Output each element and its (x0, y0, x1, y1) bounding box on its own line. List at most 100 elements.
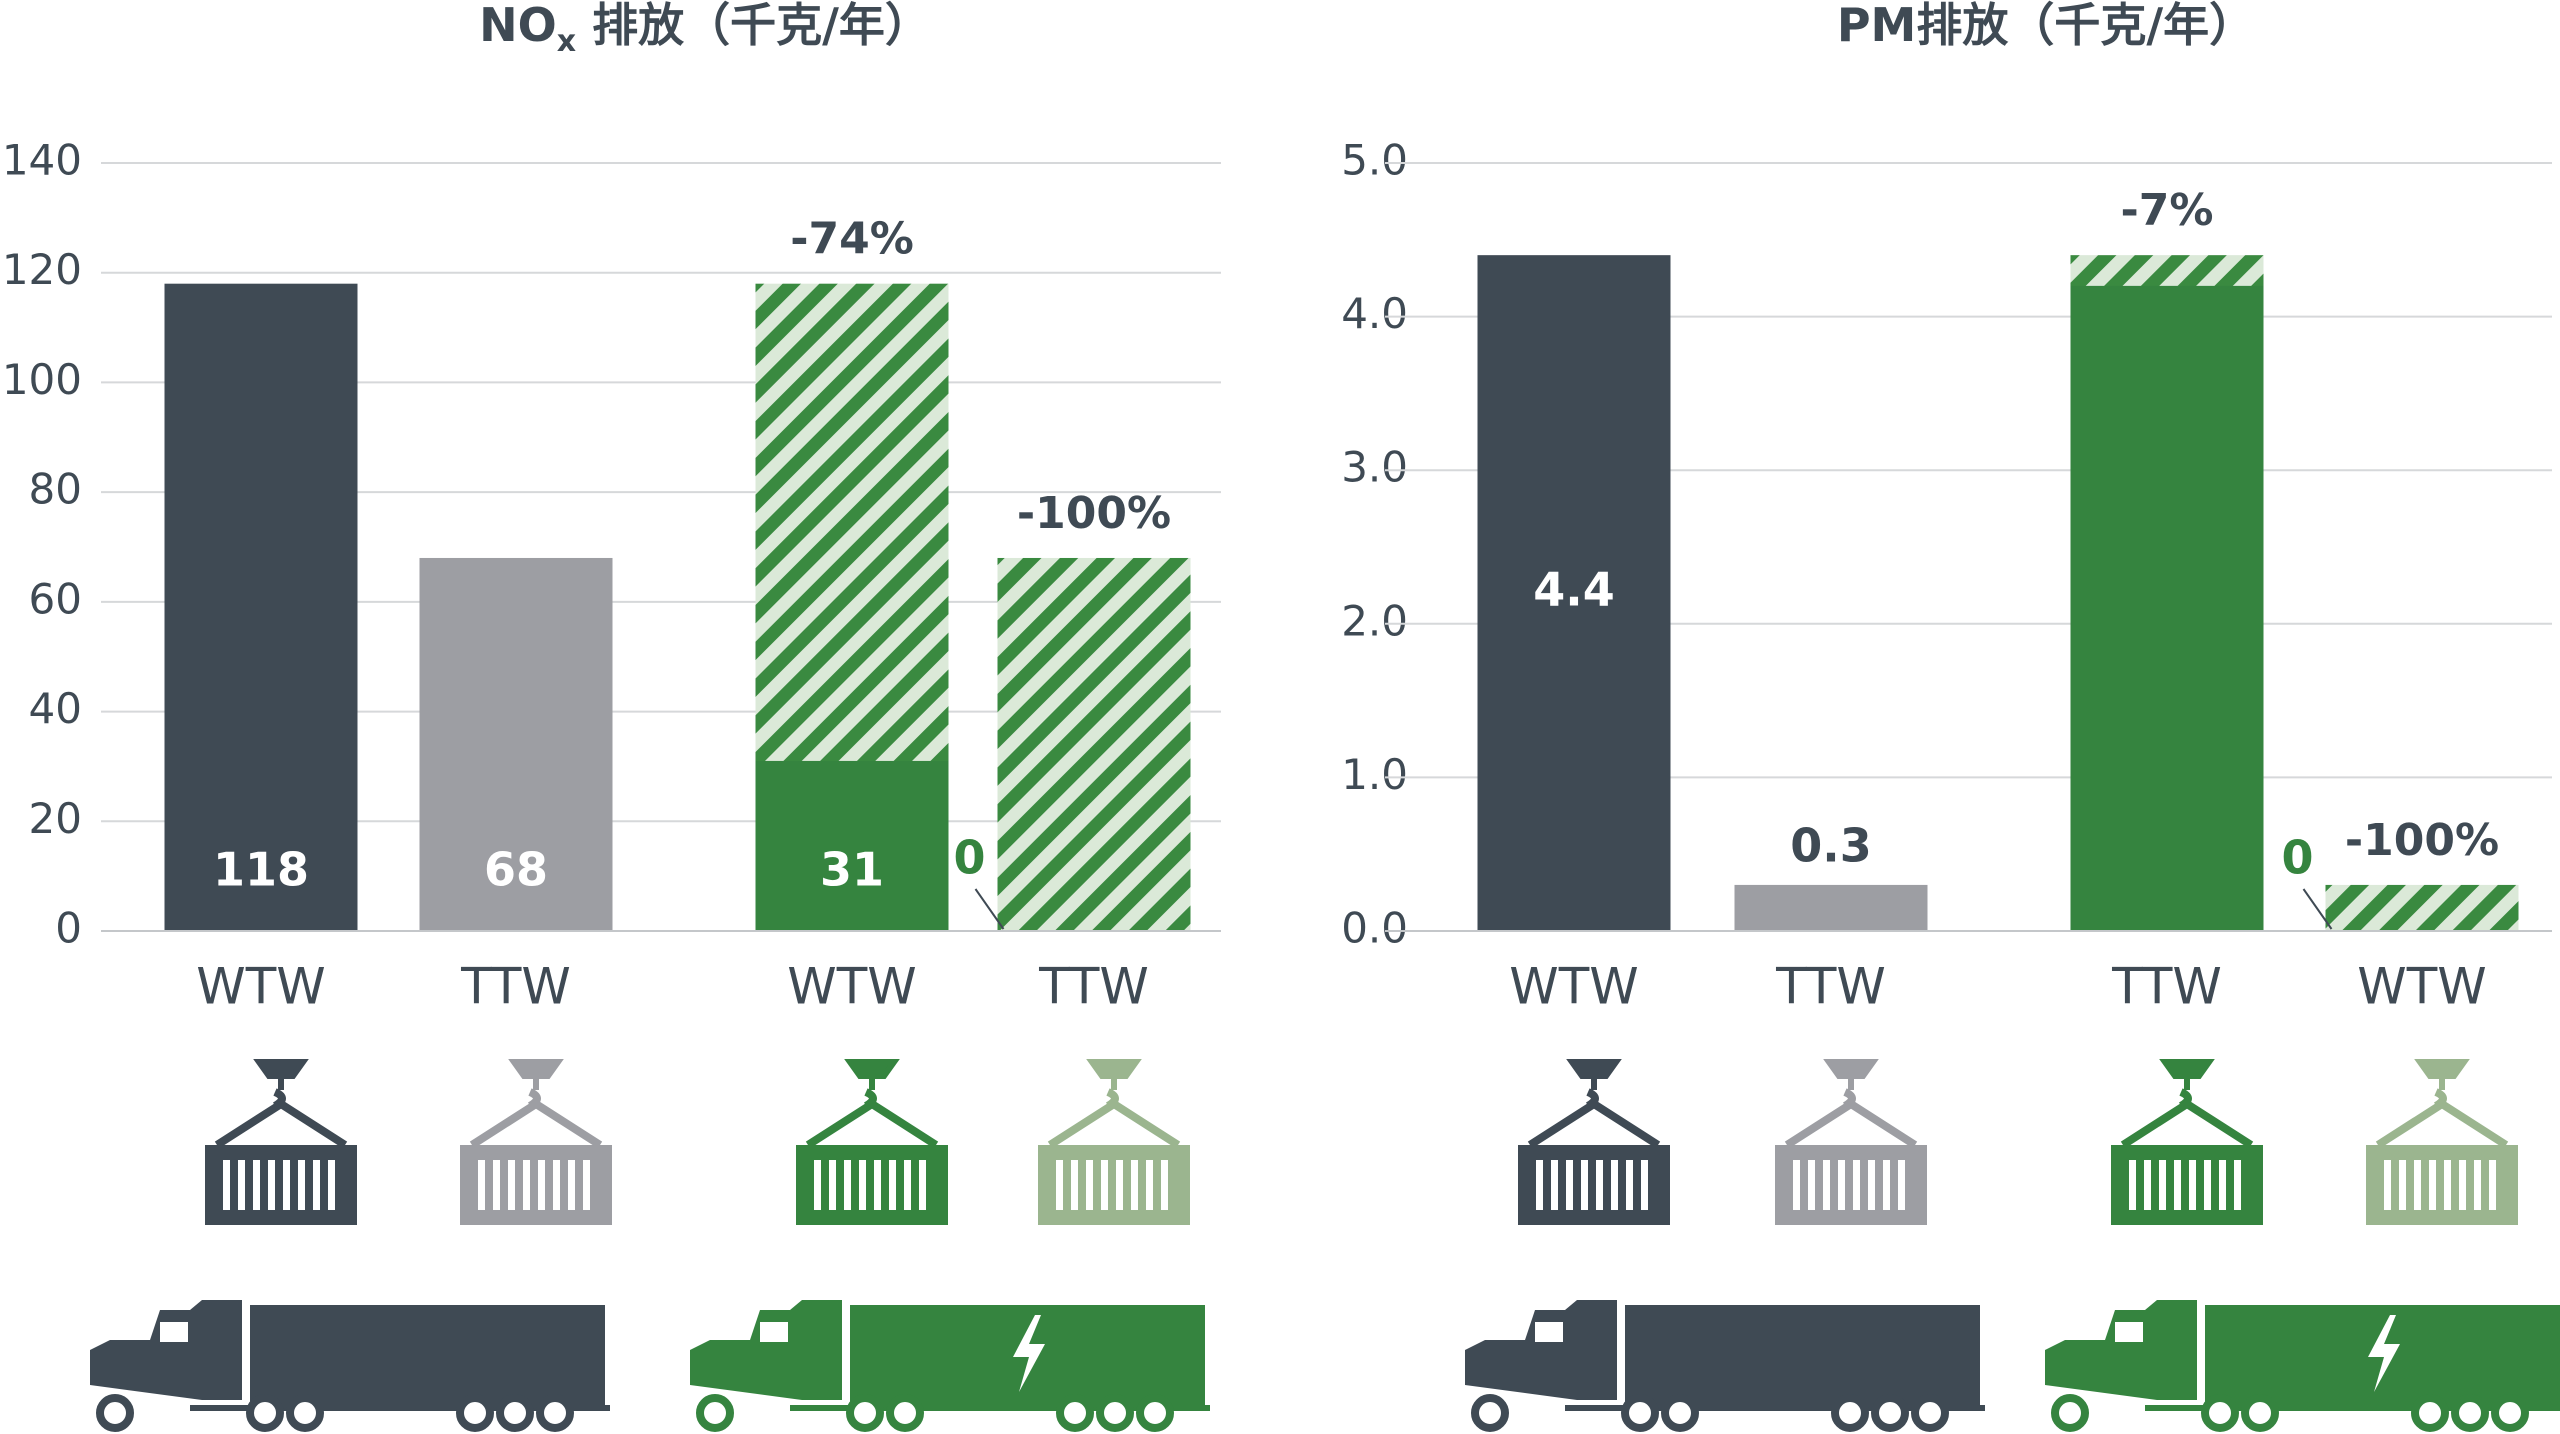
truck-wheel (2411, 1394, 2449, 1432)
y-tick-label: 0 (55, 904, 82, 953)
container-hook (2414, 1059, 2470, 1090)
truck-window (160, 1322, 188, 1342)
container-hook (508, 1059, 564, 1090)
container-rib (553, 1160, 560, 1210)
container-icon (2366, 1059, 2518, 1225)
container-icon (796, 1059, 948, 1225)
container-icon (2111, 1059, 2263, 1225)
y-tick-label: 0.0 (1341, 904, 1408, 953)
truck-cab (2045, 1300, 2197, 1400)
container-rib (1898, 1160, 1905, 1210)
container-hook (1086, 1059, 1142, 1090)
container-rib (2429, 1160, 2436, 1210)
truck-wheel (246, 1394, 284, 1432)
bar (419, 557, 613, 931)
container-cable (214, 1088, 348, 1149)
truck-cab (690, 1300, 842, 1400)
container-cable (805, 1088, 939, 1149)
y-tick-label: 80 (29, 465, 82, 514)
container-rib (2414, 1160, 2421, 1210)
truck-wheel (2491, 1394, 2529, 1432)
container-rib (478, 1160, 485, 1210)
truck-chassis (790, 1405, 1210, 1411)
x-tick-label: WTW (787, 958, 916, 1016)
container-rib (859, 1160, 866, 1210)
container-rib (1641, 1160, 1648, 1210)
container-rib (313, 1160, 320, 1210)
truck-chassis (190, 1405, 610, 1411)
bar (755, 760, 949, 931)
y-tick-label: 40 (29, 684, 82, 733)
zero-label: 0 (2281, 831, 2313, 885)
truck-cab (90, 1300, 242, 1400)
container-rib (2204, 1160, 2211, 1210)
change-label: -100% (2345, 815, 2499, 866)
bar (2070, 285, 2264, 931)
truck-wheel (2241, 1394, 2279, 1432)
title-part: PM排放（千克/年） (1837, 0, 2255, 52)
container-rib (2189, 1160, 2196, 1210)
truck-wheel (1911, 1394, 1949, 1432)
chart-title: NOx 排放（千克/年） (479, 0, 931, 59)
bolt (1013, 1315, 1045, 1392)
truck-icon (690, 1300, 1210, 1432)
container-rib (2384, 1160, 2391, 1210)
title-part: NO (479, 0, 557, 52)
truck-trailer (1625, 1305, 1980, 1405)
bolt (2368, 1315, 2400, 1392)
container-icon (460, 1059, 612, 1225)
truck-wheel (1056, 1394, 1094, 1432)
truck-wheel (496, 1394, 534, 1432)
container-rib (1883, 1160, 1890, 1210)
hatched-bar (997, 557, 1191, 931)
title-part: 排放（千克/年） (576, 0, 931, 52)
container-rib (1101, 1160, 1108, 1210)
container-rib (874, 1160, 881, 1210)
value-label: 4.4 (1533, 563, 1615, 617)
truck-wheel (1096, 1394, 1134, 1432)
truck-wheel (286, 1394, 324, 1432)
container-rib (2219, 1160, 2226, 1210)
y-tick-label: 100 (2, 355, 82, 404)
container-rib (253, 1160, 260, 1210)
container-rib (568, 1160, 575, 1210)
x-tick-label: WTW (1509, 958, 1638, 1016)
value-label: 0.3 (1790, 818, 1872, 872)
truck-window (760, 1322, 788, 1342)
truck-icon (1465, 1300, 1985, 1432)
container-cable (1784, 1088, 1918, 1149)
truck-icon (90, 1300, 610, 1432)
container-rib (223, 1160, 230, 1210)
container-rib (1536, 1160, 1543, 1210)
value-label: 68 (484, 843, 548, 897)
truck-wheel (2051, 1394, 2089, 1432)
container-rib (2474, 1160, 2481, 1210)
y-tick-label: 2.0 (1341, 596, 1408, 645)
container-cable (469, 1088, 603, 1149)
truck-wheel (1831, 1394, 1869, 1432)
x-tick-label: TTW (460, 958, 571, 1016)
container-rib (2174, 1160, 2181, 1210)
truck-wheel (886, 1394, 924, 1432)
container-rib (298, 1160, 305, 1210)
change-label: -7% (2121, 185, 2214, 236)
container-cable (1047, 1088, 1181, 1149)
change-label: -74% (790, 214, 914, 265)
container-rib (1086, 1160, 1093, 1210)
container-rib (844, 1160, 851, 1210)
container-rib (328, 1160, 335, 1210)
hatched-bar (2325, 884, 2519, 931)
container-rib (1551, 1160, 1558, 1210)
truck-wheel (456, 1394, 494, 1432)
container-icon (1775, 1059, 1927, 1225)
container-rib (1868, 1160, 1875, 1210)
container-rib (1581, 1160, 1588, 1210)
container-rib (2459, 1160, 2466, 1210)
y-tick-label: 20 (29, 794, 82, 843)
container-rib (919, 1160, 926, 1210)
container-rib (1626, 1160, 1633, 1210)
container-rib (829, 1160, 836, 1210)
container-rib (238, 1160, 245, 1210)
value-label: 31 (820, 843, 884, 897)
